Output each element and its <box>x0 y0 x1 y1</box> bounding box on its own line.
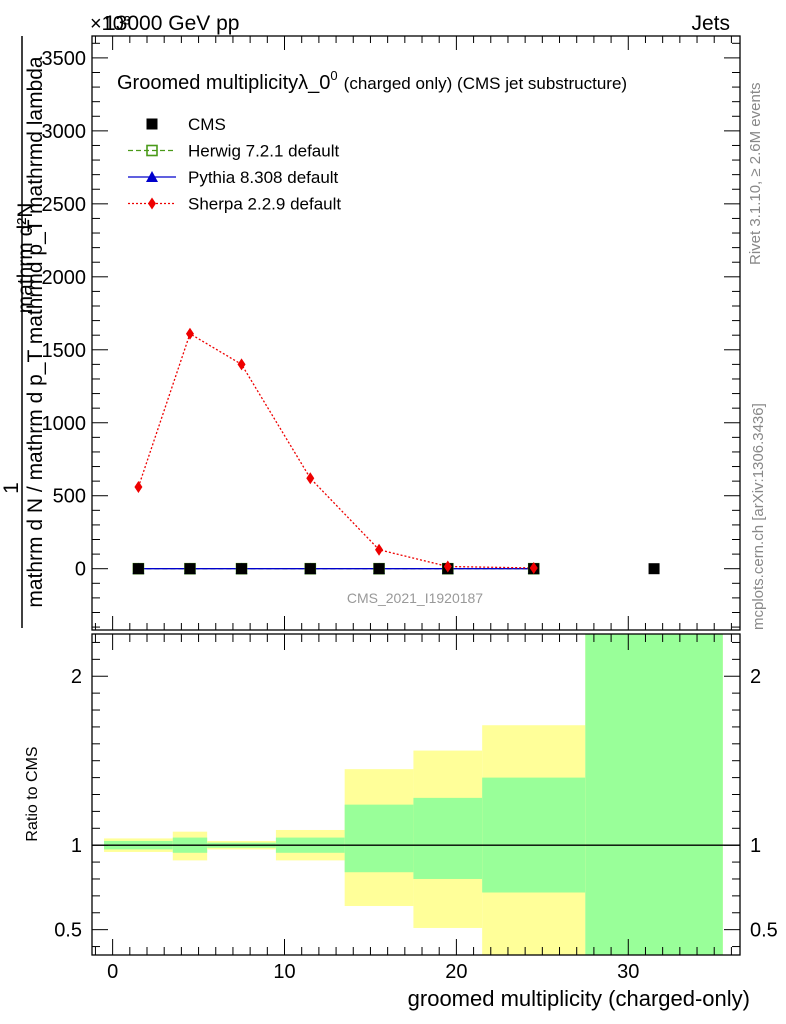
ratio-y-tick-label-right: 0.5 <box>750 920 778 942</box>
x-axis-label: groomed multiplicity (charged-only) <box>408 986 750 1011</box>
ratio-y-tick-label: 1 <box>71 835 82 857</box>
cms-point <box>184 563 196 575</box>
legend: CMS Herwig 7.2.1 default Pythia 8.308 defa… <box>128 115 341 214</box>
ratio-y-tick-label-right: 1 <box>750 835 761 857</box>
cms-point <box>236 563 248 575</box>
ylabel-prefix: 1 <box>0 482 23 494</box>
ratio-band-green <box>413 797 483 879</box>
plot-title-sup: 0 <box>330 68 337 83</box>
ylabel-numerator: mathrm d²N <box>14 203 37 314</box>
watermark: CMS_2021_I1920187 <box>347 590 483 606</box>
plot-title-main: Groomed multiplicityλ_0 <box>117 72 330 94</box>
process-label: Jets <box>691 12 730 35</box>
legend-label: Pythia 8.308 default <box>188 168 339 187</box>
pythia-point <box>146 171 158 182</box>
y-tick-label: 1000 <box>42 413 87 435</box>
x-tick-label: 0 <box>107 961 118 983</box>
cms-point <box>132 563 144 575</box>
plot-title-small: (charged only) (CMS jet substructure) <box>344 74 627 93</box>
legend-label: CMS <box>188 115 226 134</box>
ratio-band-green <box>585 634 723 955</box>
y-exponent-label: ×10³ <box>90 13 131 35</box>
legend-label: Herwig 7.2.1 default <box>188 142 339 161</box>
ratio-band-green <box>482 777 586 893</box>
sherpa-point <box>529 561 538 574</box>
main-frame <box>91 35 741 631</box>
energy-label: 13000 GeV pp <box>104 12 239 35</box>
sherpa-point <box>237 358 246 371</box>
x-tick-label: 20 <box>445 961 467 983</box>
y-tick-label: 1500 <box>42 340 87 362</box>
legend-label: Sherpa 2.2.9 default <box>188 195 341 214</box>
mcplots-label: mcplots.cern.ch [arXiv:1306.3436] <box>750 403 767 630</box>
ratio-y-tick-label-right: 2 <box>750 666 761 688</box>
herwig-point <box>146 144 158 157</box>
ratio-bands <box>104 634 723 955</box>
ratio-ylabel: Ratio to CMS <box>24 746 41 841</box>
y-tick-label: 2000 <box>42 267 87 289</box>
main-plot <box>91 35 741 631</box>
ratio-y-tick-label: 0.5 <box>54 920 82 942</box>
main-ylabel: mathrm d²N 1 mathrm d N / mathrm d p_T m… <box>0 36 47 628</box>
x-tick-label: 10 <box>273 961 295 983</box>
y-tick-label: 3000 <box>42 121 87 143</box>
sherpa-point <box>148 197 156 210</box>
sherpa-point <box>185 327 194 340</box>
cms-point <box>304 563 316 575</box>
plot-title: Groomed multiplicityλ_00 (charged only) (… <box>117 68 627 94</box>
y-tick-label: 3500 <box>42 48 87 70</box>
ratio-axes: 0.5 0.51 12 20 10 20 30 <box>54 633 778 983</box>
y-tick-label: 500 <box>53 486 86 508</box>
sherpa-point <box>306 472 315 485</box>
ratio-y-tick-label: 2 <box>71 666 82 688</box>
sherpa-point <box>134 480 143 493</box>
ylabel-denominator: mathrm d N / mathrm d p_T mathrmd p_T ma… <box>24 56 47 608</box>
y-tick-label: 0 <box>75 559 86 581</box>
cms-point <box>146 118 158 130</box>
cms-point <box>373 563 385 575</box>
rivet-label: Rivet 3.1.10, ≥ 2.6M events <box>747 83 764 266</box>
cms-point <box>648 563 660 575</box>
ratio-band-green <box>344 804 414 873</box>
y-tick-label: 2500 <box>42 194 87 216</box>
sherpa-point <box>443 560 452 573</box>
x-tick-label: 30 <box>617 961 639 983</box>
sherpa-point <box>375 543 384 556</box>
main-series <box>132 327 660 575</box>
main-y-ticks: 0 500 1000 1500 2000 2500 3000 3500 <box>42 36 740 630</box>
